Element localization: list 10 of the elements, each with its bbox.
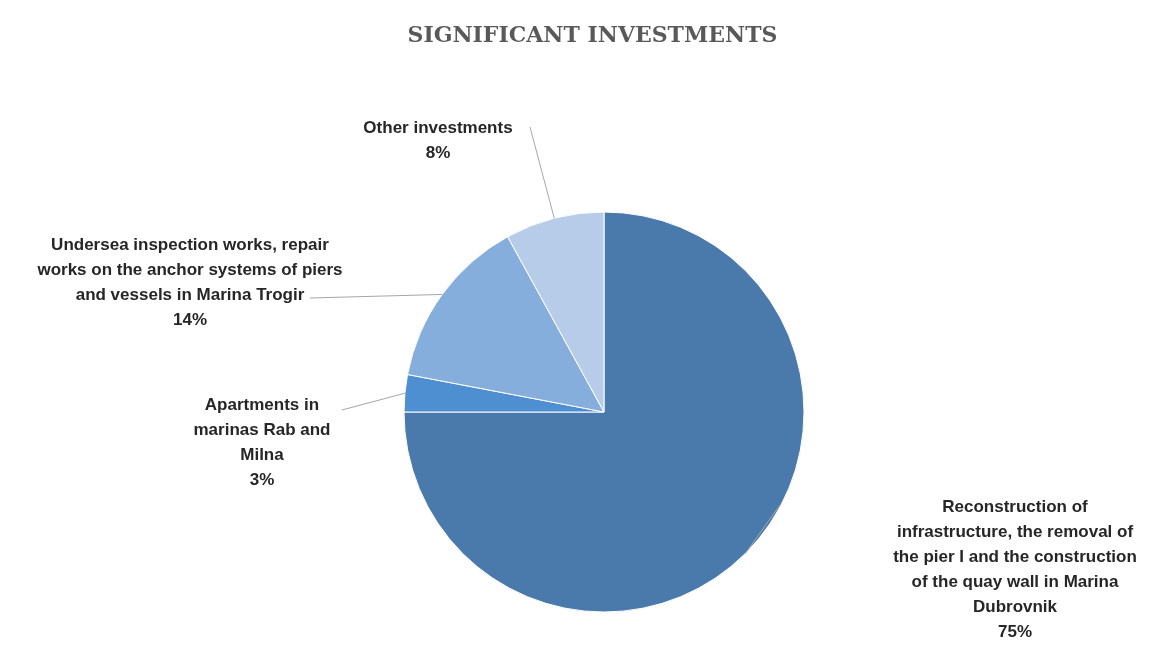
data-label: 14% [172,310,208,329]
data-label: 3% [249,470,275,489]
slice-label: Other investments [363,118,513,137]
slice-label: Undersea inspection works, repair works on the anchor systems of piers and vessels in Marina Trogir [36,235,343,304]
data-label: 75% [997,622,1033,641]
slice-label: Apartments in marinas Rab and Milna [193,395,331,464]
chart-title: SIGNIFICANT INVESTMENTS [407,21,778,47]
slice-label: Reconstruction of infrastructure, the removal of the pier I and the construction of the quay wall in Marina Dubrovnik [893,497,1137,616]
data-label: 8% [425,143,451,162]
pie-slice [403,211,805,613]
